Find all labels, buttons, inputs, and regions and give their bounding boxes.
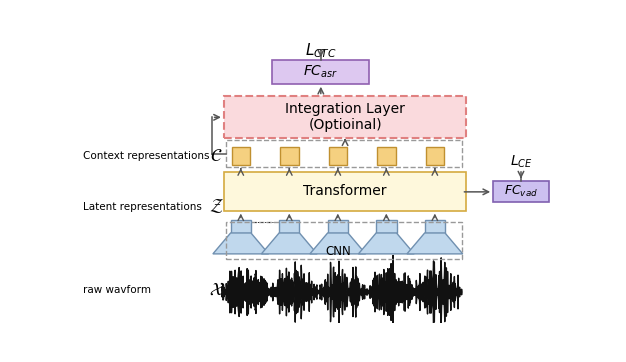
Bar <box>377 147 396 165</box>
Bar <box>230 220 251 233</box>
Text: $\mathcal{X}$: $\mathcal{X}$ <box>209 281 224 299</box>
Bar <box>327 220 348 233</box>
Bar <box>424 220 445 233</box>
Polygon shape <box>359 233 414 254</box>
Polygon shape <box>310 233 366 254</box>
Text: CNN: CNN <box>325 245 351 258</box>
Bar <box>224 96 466 138</box>
Bar <box>426 147 444 165</box>
Bar <box>232 147 250 165</box>
Bar <box>376 220 396 233</box>
Text: Transformer: Transformer <box>304 184 387 198</box>
Text: Latent representations: Latent representations <box>83 202 202 211</box>
Text: ......: ...... <box>254 215 276 226</box>
Bar <box>226 140 461 167</box>
Bar <box>493 181 549 202</box>
Bar <box>272 60 369 84</box>
Bar <box>226 222 461 260</box>
Text: Integration Layer
(Optioinal): Integration Layer (Optioinal) <box>285 102 405 132</box>
Bar <box>279 220 299 233</box>
Text: raw wavform: raw wavform <box>83 285 151 295</box>
Polygon shape <box>407 233 463 254</box>
Bar <box>280 147 299 165</box>
Text: $L_{CTC}$: $L_{CTC}$ <box>305 41 337 60</box>
Bar <box>224 172 466 211</box>
Text: $FC_{vad}$: $FC_{vad}$ <box>504 184 538 199</box>
Polygon shape <box>262 233 317 254</box>
Text: $FC_{asr}$: $FC_{asr}$ <box>303 64 339 80</box>
Bar <box>329 147 347 165</box>
Polygon shape <box>213 233 269 254</box>
Text: $\mathcal{C}$: $\mathcal{C}$ <box>210 147 223 165</box>
Text: $L_{CE}$: $L_{CE}$ <box>510 154 532 170</box>
Text: $\mathcal{Z}$: $\mathcal{Z}$ <box>209 198 224 215</box>
Text: Context representations: Context representations <box>83 151 210 161</box>
